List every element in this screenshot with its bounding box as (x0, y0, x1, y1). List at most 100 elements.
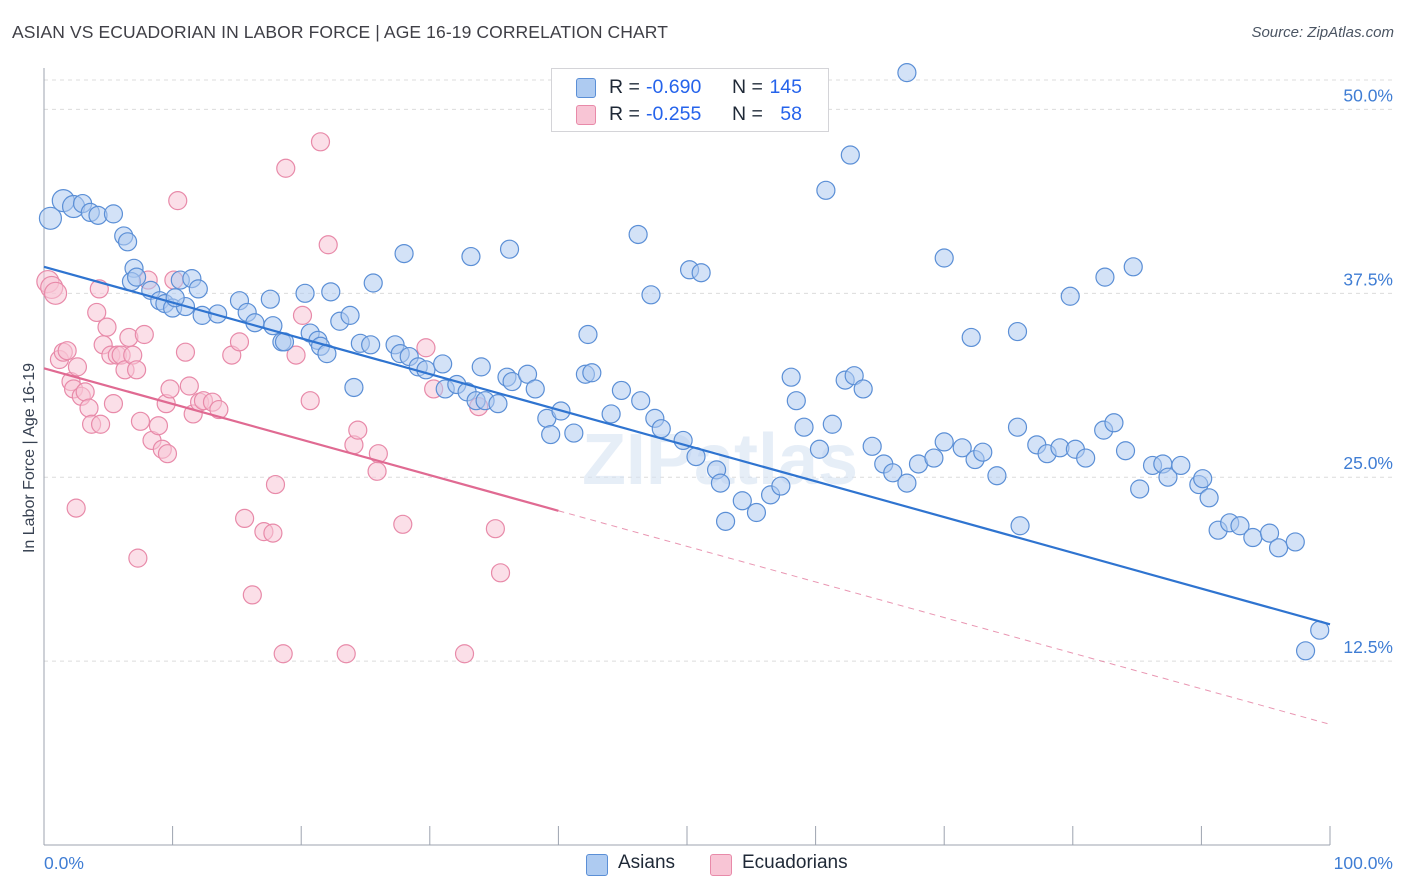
ecuadorian-point (276, 158, 296, 178)
ecuadorian-point (66, 498, 86, 518)
ecuadorian-point (160, 379, 180, 399)
ecuadorians-swatch (710, 854, 732, 876)
y-axis-title: In Labor Force | Age 16-19 (21, 363, 38, 553)
asian-point (651, 419, 671, 439)
asians-points (38, 63, 1330, 661)
ecuadorian-point (175, 342, 196, 362)
correlation-legend: R = -0.690 N = 145 R = -0.255 N = 58 (551, 68, 829, 132)
asian-point (1158, 467, 1178, 487)
asian-point (952, 438, 972, 458)
legend-r-value: -0.690 (646, 76, 702, 98)
asian-point (564, 423, 584, 443)
asian-point (502, 371, 522, 392)
ecuadorian-point (134, 324, 154, 345)
asian-point (1193, 469, 1213, 489)
asian-point (710, 473, 731, 493)
asian-point (1095, 267, 1115, 287)
ecuadorian-point (273, 644, 293, 664)
ecuadorian-point (130, 411, 151, 431)
ecuadorian-point (148, 416, 169, 436)
ecuadorian-point (79, 398, 99, 418)
asian-point (601, 404, 621, 424)
asian-point (541, 424, 561, 445)
axis-labels: 12.5% 25.0% 37.5% 50.0% 0.0% 100.0% In Labor F… (21, 85, 1393, 873)
y-tick-label: 37.5% (1343, 269, 1393, 289)
ecuadorian-point (292, 305, 313, 325)
asian-point (1199, 488, 1219, 508)
asian-point (1115, 441, 1136, 461)
ecuadorian-point (336, 644, 356, 664)
asian-point (862, 436, 882, 456)
asian-point (295, 283, 315, 303)
asian-point (934, 248, 954, 268)
asian-point (433, 354, 453, 374)
asian-point (746, 502, 767, 523)
x-tick-label-max: 100.0% (1334, 853, 1393, 873)
ecuadorian-point (209, 399, 229, 420)
ecuadorians-points (36, 132, 511, 664)
ecuadorian-point (454, 644, 475, 664)
asian-point (471, 357, 491, 377)
ecuadorian-point (57, 341, 77, 361)
asian-point (117, 232, 138, 252)
asian-point (1104, 413, 1124, 433)
ecuadorian-point (263, 523, 283, 543)
ecuadorian-point (265, 474, 286, 495)
asian-point (853, 379, 873, 399)
asians-swatch (586, 854, 608, 876)
asian-point (987, 466, 1007, 486)
legend-label-ecuadorians: Ecuadorians (742, 852, 848, 873)
asian-point (1285, 532, 1305, 552)
asians-swatch (576, 78, 596, 98)
ecuadorian-point (393, 514, 413, 534)
y-tick-label: 12.5% (1343, 637, 1393, 657)
ecuadorian-point (348, 420, 368, 440)
asian-point (794, 417, 814, 437)
ecuadorian-point (416, 338, 436, 358)
ecuadorian-point (235, 508, 255, 529)
asian-point (525, 379, 545, 399)
asian-point (934, 432, 954, 452)
ecuadorians-trend-extension (558, 510, 1331, 725)
asian-point (732, 491, 752, 511)
axes (43, 68, 1331, 846)
asian-point (1171, 455, 1191, 476)
ecuadorian-point (157, 444, 178, 464)
ecuadorian-point (90, 414, 111, 434)
asian-point (924, 448, 944, 468)
ecuadorians-trend-line (43, 367, 559, 512)
ecuadorian-point (368, 444, 388, 464)
ecuadorian-point (168, 191, 188, 211)
legend-row-ecuadorians: R = -0.255 N = 58 (552, 101, 828, 127)
asian-point (321, 282, 341, 302)
asian-point (691, 263, 711, 283)
asian-point (1259, 523, 1280, 543)
ecuadorian-point (128, 548, 148, 568)
asian-point (1268, 538, 1289, 558)
asian-point (973, 442, 993, 462)
legend-r-value: -0.255 (646, 103, 702, 125)
grid-lines (44, 79, 1392, 662)
asian-point (1243, 527, 1263, 548)
asian-point (344, 377, 364, 398)
legend-n-label: N = (732, 103, 763, 125)
asian-point (809, 439, 830, 459)
ecuadorian-point (126, 360, 147, 380)
asian-point (628, 224, 648, 245)
asian-point (715, 511, 736, 531)
asian-point (781, 367, 801, 387)
asian-point (461, 246, 481, 267)
asian-point (1295, 641, 1316, 661)
ecuadorian-point (179, 376, 199, 396)
asian-point (1010, 516, 1030, 536)
asian-point (961, 327, 981, 348)
asian-point (126, 267, 147, 287)
legend-r-label: R = (609, 103, 640, 125)
source-label: Source: ZipAtlas.com (1251, 24, 1394, 41)
y-tick-label: 50.0% (1343, 85, 1393, 105)
legend-row-asians: R = -0.690 N = 145 (552, 74, 828, 100)
trend-lines (43, 265, 1331, 725)
asian-point (103, 204, 124, 224)
legend-n-value: 58 (780, 103, 802, 125)
ecuadorian-point (300, 391, 320, 411)
